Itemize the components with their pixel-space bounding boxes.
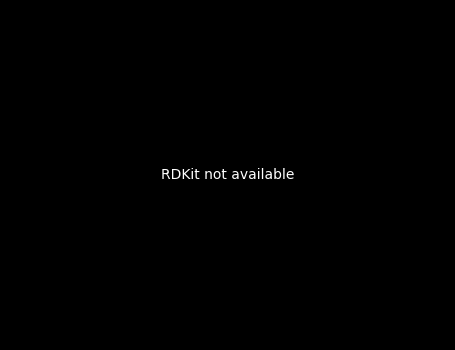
Text: RDKit not available: RDKit not available [161, 168, 294, 182]
